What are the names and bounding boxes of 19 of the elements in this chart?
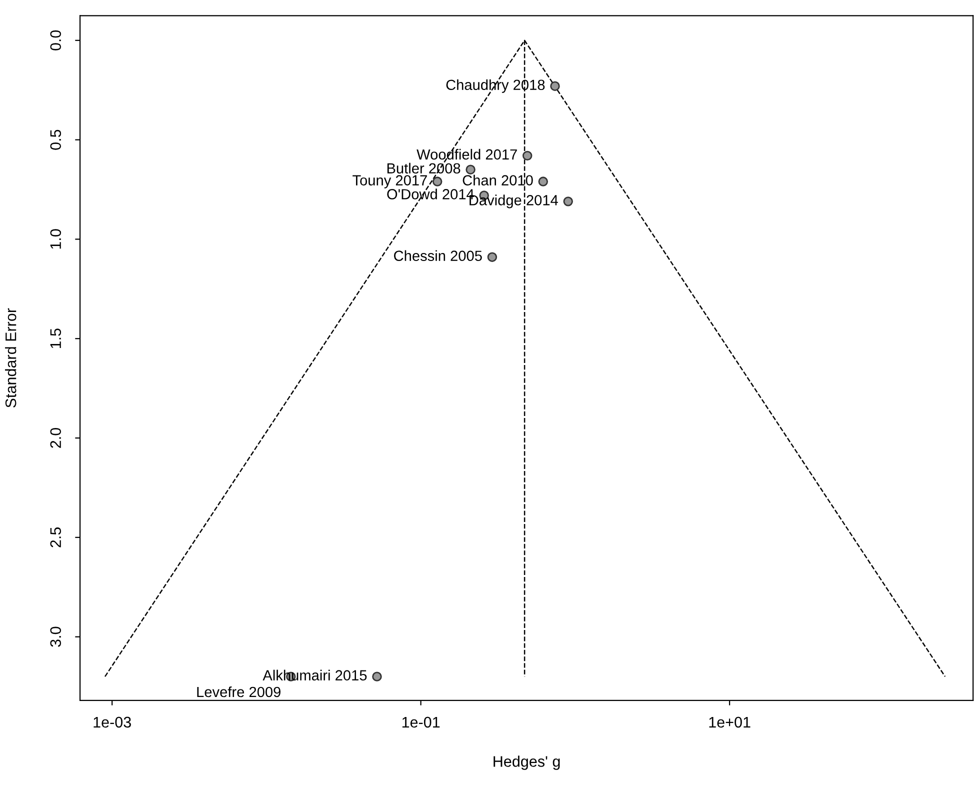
y-tick-label: 3.0	[50, 626, 62, 647]
annotation: Chan 2010	[462, 174, 533, 186]
annotation: Woodfield 2017	[416, 148, 517, 160]
y-tick-label: 0.0	[50, 30, 62, 50]
y-tick-label: 2.0	[50, 428, 62, 448]
y-tick-label: 1.5	[50, 328, 62, 348]
annotation: Chessin 2005	[394, 250, 482, 262]
y-tick-label: 2.5	[50, 527, 62, 548]
y-tick-label: 1.0	[50, 229, 62, 249]
x-tick-label: 1e+01	[709, 716, 750, 728]
annotation: Chaudhry 2018	[446, 79, 545, 93]
annotation: Butler 2008	[387, 162, 460, 174]
x-axis-title: Hedges' g	[494, 756, 560, 770]
y-axis-title: Standard Error	[5, 308, 16, 408]
annotation: Touny 2017	[352, 175, 427, 188]
y-tick-label: 0.5	[50, 130, 62, 150]
x-tick-label: 1e-03	[94, 716, 131, 728]
x-tick-label: 1e-01	[402, 716, 440, 728]
annotation: Levefre 2009	[197, 686, 280, 698]
